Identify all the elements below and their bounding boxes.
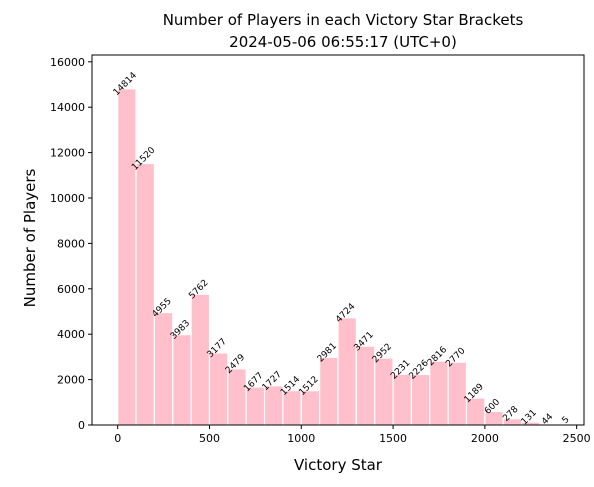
y-tick-label: 12000	[50, 147, 85, 160]
chart-title: Number of Players in each Victory Star B…	[163, 11, 524, 29]
bar	[173, 335, 191, 425]
bar	[448, 362, 466, 425]
bar	[118, 89, 136, 425]
y-tick-label: 6000	[57, 283, 85, 296]
y-tick-label: 8000	[57, 237, 85, 250]
bar	[154, 313, 172, 425]
x-tick-label: 1500	[379, 432, 407, 445]
bar	[228, 369, 246, 425]
y-tick-label: 2000	[57, 374, 85, 387]
y-axis-label: Number of Players	[21, 168, 39, 307]
bar	[191, 294, 209, 425]
x-tick-label: 500	[199, 432, 220, 445]
y-tick-label: 14000	[50, 101, 85, 114]
chart-subtitle: 2024-05-06 06:55:17 (UTC+0)	[229, 33, 457, 51]
bar	[338, 318, 356, 425]
bar	[430, 361, 448, 425]
bar	[320, 357, 338, 425]
y-tick-label: 10000	[50, 192, 85, 205]
bars-group	[118, 89, 577, 425]
y-axis-ticks: 0 2000 4000 6000 8000 10000 12000 14000 16000	[50, 56, 92, 432]
x-tick-label: 0	[114, 432, 121, 445]
x-axis-label: Victory Star	[294, 456, 383, 474]
x-tick-label: 2500	[563, 432, 591, 445]
y-tick-label: 16000	[50, 56, 85, 69]
y-tick-label: 4000	[57, 328, 85, 341]
x-axis-ticks: 0 500 1000 1500 2000 2500	[114, 425, 590, 445]
x-tick-label: 2000	[471, 432, 499, 445]
y-tick-label: 0	[78, 419, 85, 432]
bar	[209, 353, 227, 425]
bar	[136, 164, 154, 425]
x-tick-label: 1000	[287, 432, 315, 445]
bar	[375, 358, 393, 425]
